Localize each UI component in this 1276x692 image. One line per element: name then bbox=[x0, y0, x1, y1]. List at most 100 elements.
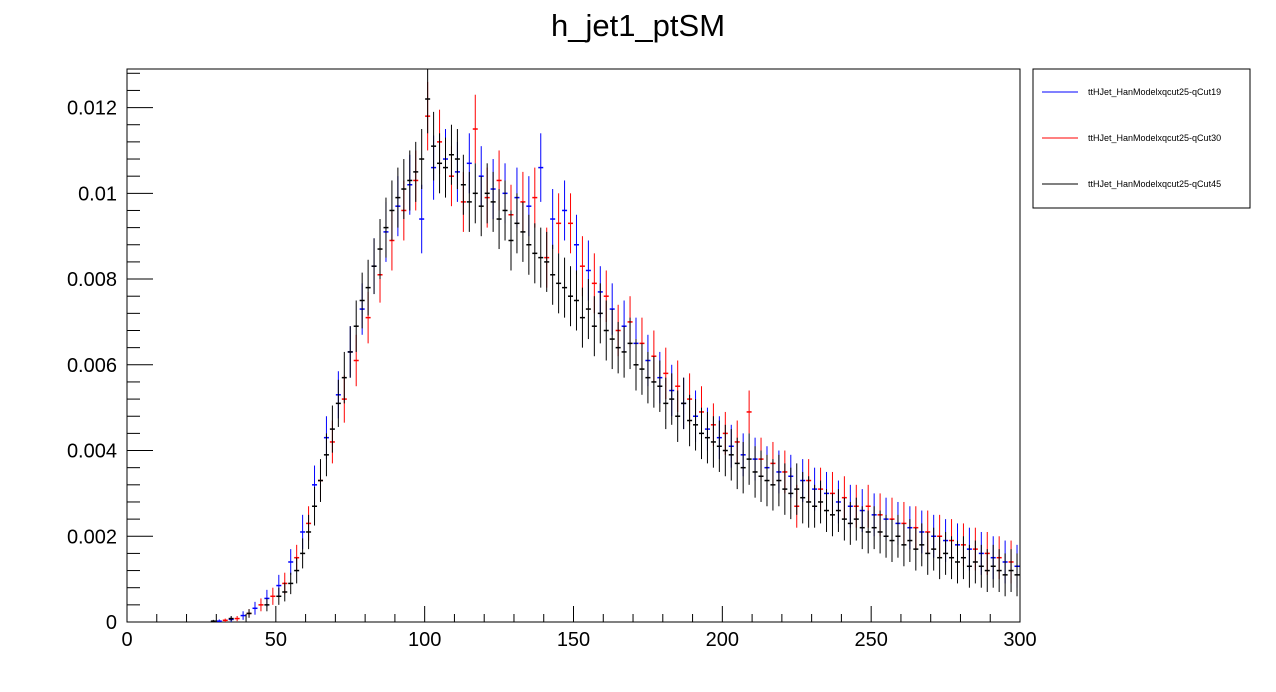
x-tick-label: 150 bbox=[557, 629, 590, 651]
data-point bbox=[443, 137, 449, 198]
y-tick-label: 0.008 bbox=[67, 269, 117, 291]
data-point bbox=[365, 259, 371, 316]
legend-label: ttHJet_HanModelxqcut25-qCut19 bbox=[1088, 87, 1221, 97]
data-point bbox=[407, 150, 413, 211]
data-point bbox=[609, 309, 615, 370]
data-point bbox=[347, 326, 353, 378]
data-point bbox=[419, 129, 425, 190]
data-point bbox=[972, 540, 978, 584]
data-point bbox=[556, 193, 562, 254]
data-point bbox=[431, 111, 437, 181]
data-point bbox=[937, 536, 943, 580]
x-tick-label: 250 bbox=[854, 629, 887, 651]
data-point bbox=[693, 399, 699, 451]
x-tick-label: 200 bbox=[706, 629, 739, 651]
data-point bbox=[1008, 549, 1014, 592]
data-point bbox=[306, 514, 312, 550]
data-point bbox=[317, 459, 323, 502]
data-point bbox=[990, 544, 996, 588]
data-point bbox=[579, 287, 585, 348]
data-point bbox=[252, 601, 258, 615]
data-point bbox=[389, 180, 395, 241]
data-point bbox=[300, 538, 306, 569]
data-point bbox=[889, 519, 895, 562]
legend: ttHJet_HanModelxqcut25-qCut19 ttHJet_HanM… bbox=[1032, 68, 1251, 209]
legend-entry: ttHJet_HanModelxqcut25-qCut30 bbox=[1042, 133, 1221, 143]
data-point bbox=[484, 163, 490, 224]
data-point bbox=[282, 582, 288, 602]
data-point bbox=[1002, 553, 1008, 597]
data-point bbox=[788, 467, 794, 520]
data-point bbox=[240, 611, 246, 620]
data-point bbox=[288, 549, 294, 575]
data-point bbox=[746, 390, 752, 434]
y-tick-label: 0.012 bbox=[67, 98, 117, 120]
data-point bbox=[562, 257, 568, 318]
data-point bbox=[437, 133, 443, 194]
chart-title: h_jet1_ptSM bbox=[551, 8, 725, 43]
data-point bbox=[591, 296, 597, 357]
data-point bbox=[585, 279, 591, 340]
data-point bbox=[323, 433, 329, 477]
series-3 bbox=[210, 69, 1020, 622]
data-point bbox=[752, 446, 758, 498]
data-point bbox=[413, 141, 419, 202]
data-point bbox=[776, 454, 782, 507]
data-point bbox=[294, 557, 300, 584]
data-point bbox=[859, 506, 865, 550]
data-point bbox=[341, 351, 347, 404]
data-point bbox=[371, 238, 377, 295]
series-1 bbox=[216, 129, 1020, 622]
data-point bbox=[782, 463, 788, 515]
data-point bbox=[943, 531, 949, 575]
data-point bbox=[865, 510, 871, 554]
x-tick-label: 50 bbox=[265, 629, 287, 651]
data-point bbox=[758, 450, 764, 502]
data-point bbox=[472, 163, 478, 224]
data-point bbox=[829, 493, 835, 537]
y-tick-label: 0 bbox=[106, 612, 117, 634]
data-point bbox=[597, 283, 603, 344]
data-point bbox=[651, 356, 657, 408]
data-point bbox=[359, 272, 365, 329]
series-layer bbox=[210, 69, 1020, 622]
data-point bbox=[966, 544, 972, 588]
data-point bbox=[853, 497, 859, 541]
data-point bbox=[335, 379, 341, 427]
data-point bbox=[615, 321, 621, 374]
data-point bbox=[883, 514, 889, 558]
data-point bbox=[818, 480, 824, 524]
data-point bbox=[246, 609, 252, 618]
data-point bbox=[532, 167, 538, 228]
data-point bbox=[734, 437, 740, 490]
data-point bbox=[698, 407, 704, 460]
data-point bbox=[573, 214, 579, 275]
data-point bbox=[960, 536, 966, 580]
data-point bbox=[645, 351, 651, 404]
data-point bbox=[490, 171, 496, 232]
data-point bbox=[568, 193, 574, 254]
data-point bbox=[716, 420, 722, 472]
data-point bbox=[210, 619, 216, 622]
data-point bbox=[460, 154, 466, 215]
data-point bbox=[687, 394, 693, 447]
data-point bbox=[419, 184, 425, 254]
data-point bbox=[216, 619, 222, 622]
data-point bbox=[568, 266, 574, 327]
data-point bbox=[722, 424, 728, 477]
data-point bbox=[508, 210, 514, 271]
data-point bbox=[353, 300, 359, 352]
x-tick-label: 100 bbox=[408, 629, 441, 651]
data-point bbox=[472, 94, 478, 164]
data-point bbox=[276, 587, 282, 605]
data-point bbox=[454, 129, 460, 190]
data-point bbox=[675, 390, 681, 442]
data-point bbox=[514, 193, 520, 254]
data-point bbox=[657, 360, 663, 412]
data-point bbox=[704, 411, 710, 464]
data-point bbox=[728, 429, 734, 481]
legend-entry: ttHJet_HanModelxqcut25-qCut19 bbox=[1042, 87, 1221, 97]
data-point bbox=[264, 598, 270, 612]
data-point bbox=[520, 201, 526, 262]
